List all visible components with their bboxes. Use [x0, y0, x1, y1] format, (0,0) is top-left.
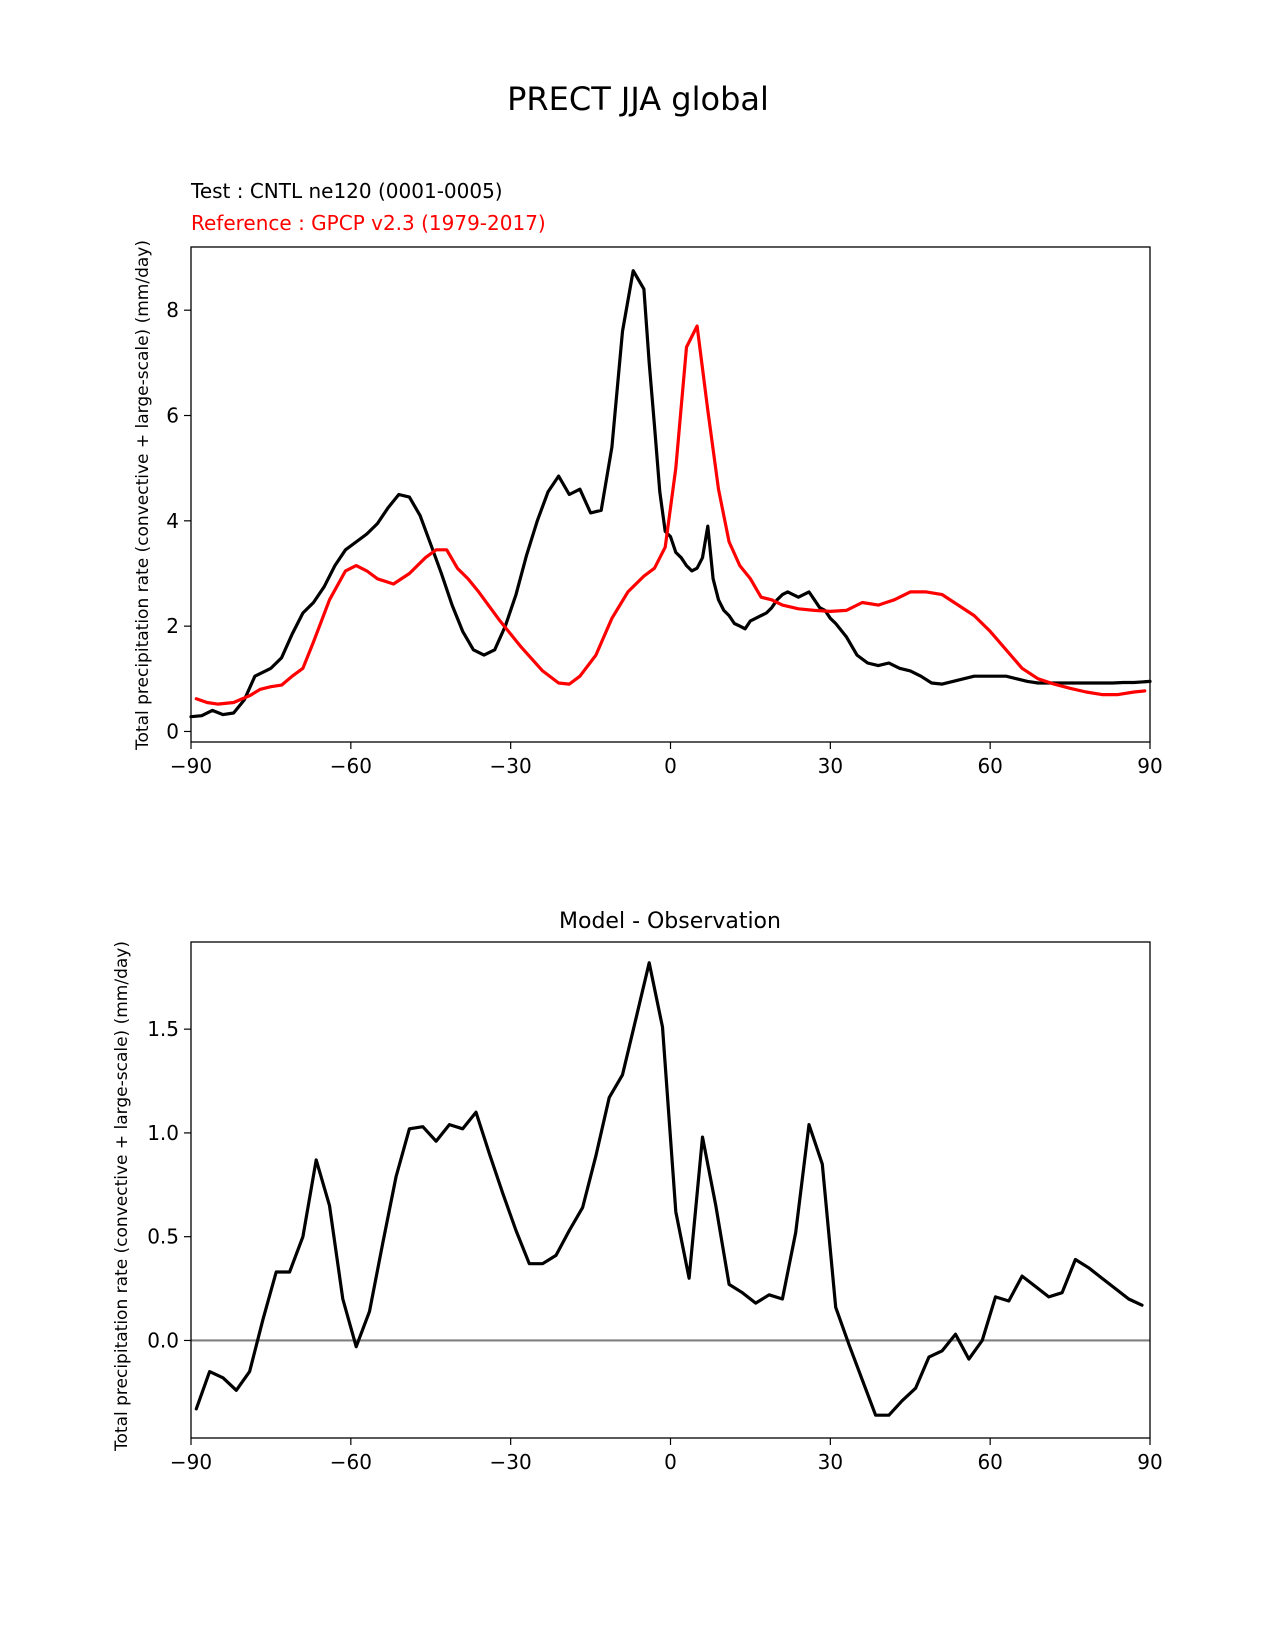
y-tick-label: 4 [166, 509, 179, 533]
y-tick-label: 0.5 [147, 1225, 179, 1249]
x-tick-label: 30 [818, 754, 843, 778]
x-tick-label: 0 [664, 1450, 677, 1474]
bottom-series-lines [191, 961, 1150, 1417]
y-tick-label: 2 [166, 614, 179, 638]
y-tick-label: 0.0 [147, 1328, 179, 1352]
test-label: Test : CNTL ne120 (0001-0005) [190, 179, 503, 203]
x-tick-label: −60 [330, 754, 372, 778]
bottom-plot-frame [190, 941, 1151, 1439]
x-tick-label: −60 [330, 1450, 372, 1474]
reference-label: Reference : GPCP v2.3 (1979-2017) [191, 211, 546, 235]
bottom-y-axis-label: Total precipitation rate (convective + l… [112, 941, 132, 1452]
y-tick-label: 1.0 [147, 1121, 179, 1145]
top-y-ticks: 0 2 4 6 8 [166, 298, 191, 743]
x-tick-label: −90 [170, 1450, 212, 1474]
bottom-x-ticks: −90 −60 −30 0 30 60 90 [170, 1438, 1163, 1474]
bottom-panel: Model - Observation Total precipitation … [112, 909, 1163, 1474]
difference-series-line [194, 961, 1144, 1417]
x-tick-label: 60 [977, 1450, 1002, 1474]
x-tick-label: 60 [977, 754, 1002, 778]
x-tick-label: −90 [170, 754, 212, 778]
top-panel: Test : CNTL ne120 (0001-0005) Reference … [133, 179, 1163, 778]
top-x-ticks: −90 −60 −30 0 30 60 90 [170, 742, 1163, 778]
test-series-line [189, 269, 1152, 719]
bottom-y-ticks: 0.0 0.5 1.0 1.5 [147, 1017, 191, 1352]
top-plot-frame [190, 246, 1151, 743]
x-tick-label: −30 [490, 754, 532, 778]
x-tick-label: 90 [1137, 754, 1162, 778]
top-y-axis-label: Total precipitation rate (convective + l… [133, 240, 153, 751]
bottom-plot-title: Model - Observation [559, 909, 781, 934]
reference-series-line [194, 324, 1147, 706]
top-series-lines [189, 269, 1152, 719]
y-tick-label: 8 [166, 298, 179, 322]
x-tick-label: −30 [490, 1450, 532, 1474]
x-tick-label: 90 [1137, 1450, 1162, 1474]
x-tick-label: 0 [664, 754, 677, 778]
y-tick-label: 6 [166, 404, 179, 428]
x-tick-label: 30 [818, 1450, 843, 1474]
y-tick-label: 1.5 [147, 1017, 179, 1041]
figure-title: PRECT JJA global [507, 80, 769, 118]
y-tick-label: 0 [166, 719, 179, 743]
